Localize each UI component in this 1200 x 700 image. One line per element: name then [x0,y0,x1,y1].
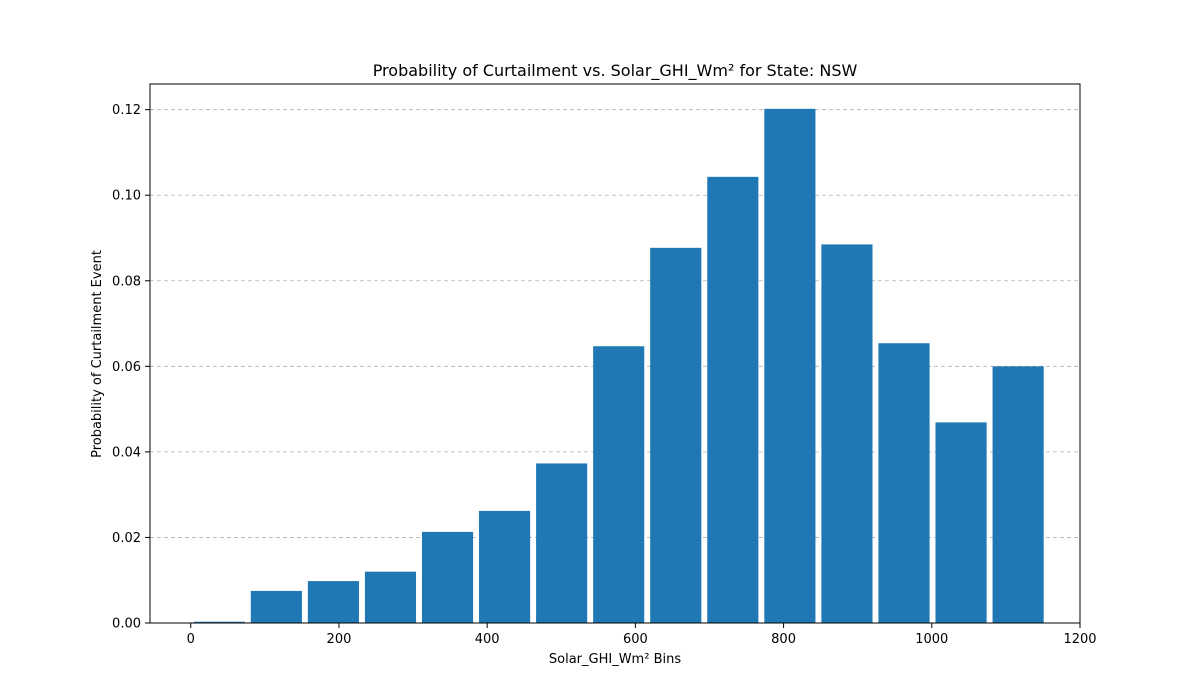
y-tick-label: 0.00 [112,617,141,632]
bar [250,590,302,623]
plot-frame [149,83,1081,624]
bar [650,247,702,624]
bar [479,510,531,623]
bars [193,108,1044,624]
bar [764,108,816,624]
bar [878,343,930,623]
x-tick-label: 1000 [915,632,948,647]
bar [307,581,359,623]
y-tick-label: 0.08 [112,274,141,289]
chart-title: Probability of Curtailment vs. Solar_GHI… [373,61,858,81]
y-tick-label: 0.04 [112,445,141,460]
bar [992,366,1044,623]
bar [707,176,759,624]
bar [421,531,474,623]
x-tick-label: 400 [475,632,500,647]
x-tick-label: 1200 [1063,632,1096,647]
x-tick-label: 600 [623,632,648,647]
x-tick-label: 800 [771,632,796,647]
x-axis-label: Solar_GHI_Wm² Bins [549,652,681,667]
y-tick-label: 0.02 [112,531,141,546]
bar [935,422,987,623]
bar [593,346,645,623]
y-tick-label: 0.10 [112,189,141,204]
x-axis: 0 200 400 600 800 1000 1200 [187,623,1097,647]
x-tick-label: 0 [187,632,195,647]
y-axis-label: Probability of Curtailment Event [90,250,105,458]
bar [193,621,245,623]
y-axis: 0.00 0.02 0.04 0.06 0.08 0.10 0.12 [112,103,150,632]
bar [821,244,873,623]
y-tick-label: 0.12 [112,103,141,118]
y-tick-label: 0.06 [112,360,141,375]
bar [364,571,417,623]
x-tick-label: 200 [327,632,352,647]
bar [536,463,588,623]
